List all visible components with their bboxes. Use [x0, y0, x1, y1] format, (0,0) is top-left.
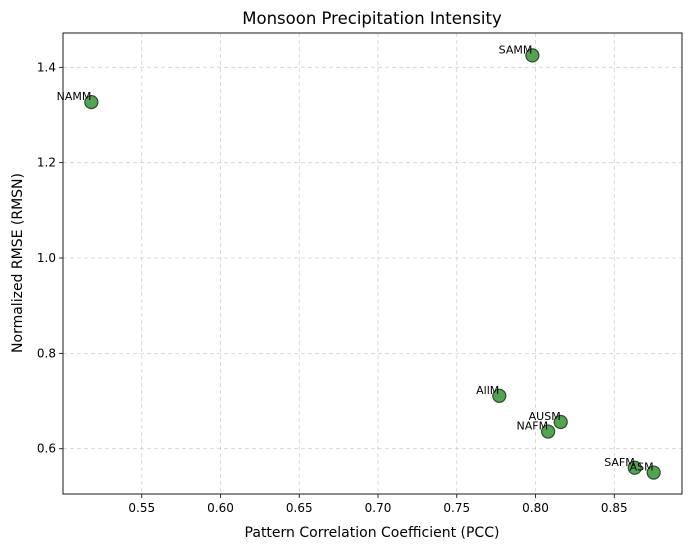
- point-label-allm: AllM: [476, 384, 499, 397]
- data-point-asm: [646, 465, 661, 480]
- x-tick-label: 0.75: [443, 501, 470, 515]
- data-point-ausm: [553, 414, 568, 430]
- y-tick-label: 1.0: [37, 251, 56, 265]
- x-tick-label: 0.60: [207, 501, 234, 515]
- tick-layer: 0.55 0.60 0.65 0.70 0.75 0.80 0.85 0.6 0.8 1.0 1.2…: [37, 60, 628, 515]
- data-point-allm: [492, 388, 507, 403]
- data-point-samm: [525, 48, 540, 63]
- x-tick-label: 0.70: [365, 501, 392, 515]
- x-tick-label: 0.65: [286, 501, 313, 515]
- data-point-nafm: [541, 424, 556, 439]
- data-point-safm: [627, 460, 642, 475]
- y-axis-label: Normalized RMSE (RMSN): [10, 173, 26, 353]
- chart-title: Monsoon Precipitation Intensity: [242, 9, 502, 28]
- point-label-asm: ASM: [630, 461, 654, 474]
- point-label-namm: NAMM: [57, 90, 92, 103]
- point-label-safm: SAFM: [604, 456, 635, 469]
- grid-layer: [63, 33, 682, 494]
- y-tick-label: 1.2: [37, 156, 56, 170]
- plot-frame: [62, 32, 683, 495]
- y-tick-label: 0.8: [37, 346, 56, 360]
- x-tick-label: 0.80: [522, 501, 549, 515]
- x-tick-label: 0.85: [601, 501, 628, 515]
- point-label-ausm: AUSM: [529, 410, 561, 423]
- x-axis-label: Pattern Correlation Coefficient (PCC): [245, 525, 500, 541]
- point-label-nafm: NAFM: [517, 420, 549, 433]
- data-point-namm: [84, 95, 99, 110]
- y-tick-label: 0.6: [37, 442, 56, 456]
- y-tick-label: 1.4: [37, 60, 56, 74]
- point-label-samm: SAMM: [499, 43, 533, 56]
- x-tick-label: 0.55: [128, 501, 155, 515]
